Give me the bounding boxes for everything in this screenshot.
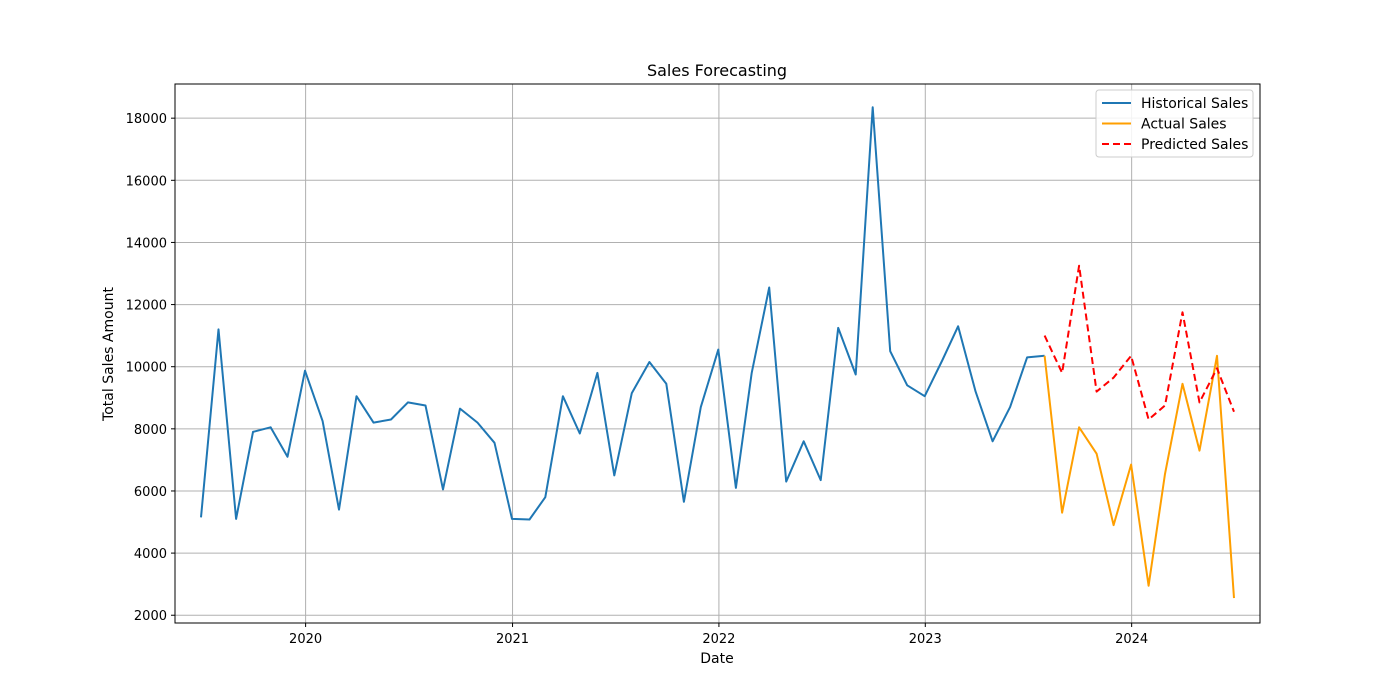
y-tick-label: 2000 [134, 609, 167, 624]
series-line-historical-sales [200, 106, 1045, 521]
x-axis-label: Date [700, 651, 733, 667]
y-tick-label: 4000 [134, 547, 167, 562]
series-line-actual-sales [1043, 354, 1235, 599]
chart-title: Sales Forecasting [647, 61, 787, 80]
legend-entry: Predicted Sales [1141, 137, 1248, 153]
y-tick-label: 10000 [126, 361, 167, 376]
y-tick-label: 16000 [126, 174, 167, 189]
y-tick-label: 12000 [126, 299, 167, 314]
series-line-predicted-sales [1043, 264, 1235, 421]
x-tick-label: 2020 [289, 632, 322, 647]
y-axis-label: Total Sales Amount [101, 287, 117, 422]
legend-entry: Historical Sales [1141, 96, 1248, 112]
y-tick-label: 18000 [126, 112, 167, 127]
y-tick-label: 8000 [134, 423, 167, 438]
x-tick-label: 2022 [702, 632, 735, 647]
y-tick-label: 14000 [126, 236, 167, 251]
legend: Historical Sales Actual Sales Predicted Sa… [1095, 89, 1254, 158]
x-tick-label: 2023 [909, 632, 942, 647]
series-layer [200, 106, 1235, 599]
plot-frame [174, 83, 1261, 624]
legend-entry: Actual Sales [1141, 117, 1227, 133]
y-tick-label: 6000 [134, 485, 167, 500]
grid [175, 84, 1260, 623]
x-tick-label: 2021 [496, 632, 529, 647]
x-tick-label: 2024 [1115, 632, 1148, 647]
ticks: 2020 2021 2022 2023 2024 2000 4000 6000 8000 1000… [126, 112, 1149, 647]
legend-box [1095, 89, 1254, 158]
